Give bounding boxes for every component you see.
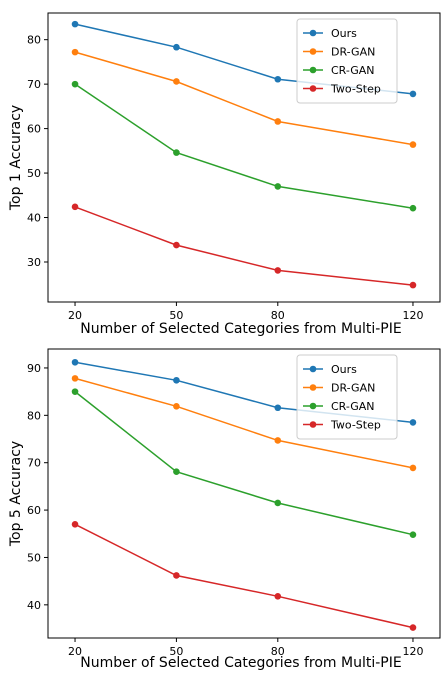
legend-marker-two-step bbox=[309, 85, 317, 92]
y-tick-label: 60 bbox=[27, 504, 41, 517]
data-point-dr-gan bbox=[409, 464, 417, 472]
x-tick-label: 20 bbox=[68, 309, 82, 322]
data-point-dr-gan bbox=[173, 403, 180, 410]
data-point-two-step bbox=[71, 203, 79, 211]
data-point-two-step bbox=[409, 281, 417, 289]
legend-box bbox=[296, 354, 398, 440]
legend-label-ours: Ours bbox=[331, 363, 357, 376]
series-line-cr-gan bbox=[74, 83, 414, 209]
legend-marker-cr-gan bbox=[309, 402, 317, 410]
legend-label-cr-gan: CR-GAN bbox=[331, 64, 375, 77]
series-line-two-step bbox=[74, 523, 414, 629]
legend: Ours DR-GAN CR-GAN Two-Step bbox=[296, 354, 398, 440]
x-tick-label: 80 bbox=[271, 645, 285, 658]
x-axis-label: Number of Selected Categories from Multi… bbox=[80, 321, 401, 337]
data-point-ours bbox=[409, 419, 417, 426]
data-point-dr-gan bbox=[274, 437, 282, 444]
series-line-cr-gan bbox=[74, 391, 414, 536]
legend-box bbox=[296, 18, 398, 104]
x-tick-label: 120 bbox=[402, 645, 423, 658]
legend-label-two-step: Two-Step bbox=[330, 83, 381, 96]
legend-label-dr-gan: DR-GAN bbox=[331, 46, 375, 59]
data-point-ours bbox=[71, 358, 79, 366]
series-line-two-step bbox=[74, 206, 414, 286]
data-point-ours bbox=[71, 20, 79, 28]
data-point-two-step bbox=[274, 593, 282, 600]
data-point-ours bbox=[173, 43, 180, 51]
data-point-ours bbox=[274, 404, 282, 412]
plot-frame bbox=[47, 12, 441, 303]
legend-label-two-step: Two-Step bbox=[330, 419, 381, 432]
x-tick-label: 50 bbox=[169, 309, 183, 322]
y-tick-label: 60 bbox=[27, 123, 41, 136]
data-point-two-step bbox=[274, 267, 282, 274]
data-point-ours bbox=[274, 75, 282, 83]
y-tick-label: 30 bbox=[27, 256, 41, 269]
y-tick-label: 40 bbox=[27, 599, 41, 612]
y-tick-label: 50 bbox=[27, 551, 41, 564]
series-line-dr-gan bbox=[74, 51, 414, 146]
data-point-cr-gan bbox=[173, 149, 180, 156]
y-axis-label: Top 1 Accuracy bbox=[8, 105, 24, 211]
data-point-two-step bbox=[173, 572, 180, 579]
x-tick-label: 120 bbox=[402, 309, 423, 322]
data-point-cr-gan bbox=[409, 204, 417, 212]
legend-label-ours: Ours bbox=[331, 27, 357, 40]
series-line-dr-gan bbox=[74, 377, 414, 469]
y-tick-label: 80 bbox=[27, 409, 41, 422]
data-point-dr-gan bbox=[173, 78, 180, 85]
legend-marker-dr-gan bbox=[309, 384, 317, 391]
y-tick-label: 50 bbox=[27, 167, 41, 180]
y-tick-label: 80 bbox=[27, 34, 41, 47]
data-point-cr-gan bbox=[409, 531, 417, 539]
y-axis-label: Top 5 Accuracy bbox=[8, 441, 24, 547]
legend-marker-two-step bbox=[309, 421, 317, 428]
y-tick-label: 70 bbox=[27, 78, 41, 91]
data-point-cr-gan bbox=[71, 80, 79, 88]
x-axis-label: Number of Selected Categories from Multi… bbox=[80, 655, 401, 671]
data-point-dr-gan bbox=[274, 118, 282, 125]
legend-marker-cr-gan bbox=[309, 66, 317, 74]
data-point-cr-gan bbox=[71, 388, 79, 395]
legend-label-dr-gan: DR-GAN bbox=[331, 382, 375, 395]
x-tick-label: 50 bbox=[169, 645, 183, 658]
y-tick-label: 40 bbox=[27, 212, 41, 225]
data-point-ours bbox=[173, 376, 180, 384]
data-point-cr-gan bbox=[274, 499, 282, 507]
data-point-two-step bbox=[173, 241, 180, 249]
legend-label-cr-gan: CR-GAN bbox=[331, 400, 375, 413]
data-point-cr-gan bbox=[173, 468, 180, 476]
x-tick-label: 80 bbox=[271, 309, 285, 322]
data-point-cr-gan bbox=[274, 183, 282, 190]
data-point-two-step bbox=[409, 624, 417, 631]
legend-marker-ours bbox=[309, 365, 317, 373]
data-point-two-step bbox=[71, 520, 79, 528]
y-tick-label: 90 bbox=[27, 362, 41, 375]
y-tick-label: 70 bbox=[27, 457, 41, 470]
legend-marker-dr-gan bbox=[309, 48, 317, 55]
legend-marker-ours bbox=[309, 29, 317, 37]
data-point-ours bbox=[409, 90, 417, 98]
data-point-dr-gan bbox=[71, 375, 79, 382]
data-point-dr-gan bbox=[71, 48, 79, 56]
plot-frame bbox=[47, 348, 441, 639]
x-tick-label: 20 bbox=[68, 645, 82, 658]
data-point-dr-gan bbox=[409, 141, 417, 148]
legend: Ours DR-GAN CR-GAN Two-Step bbox=[296, 18, 398, 104]
